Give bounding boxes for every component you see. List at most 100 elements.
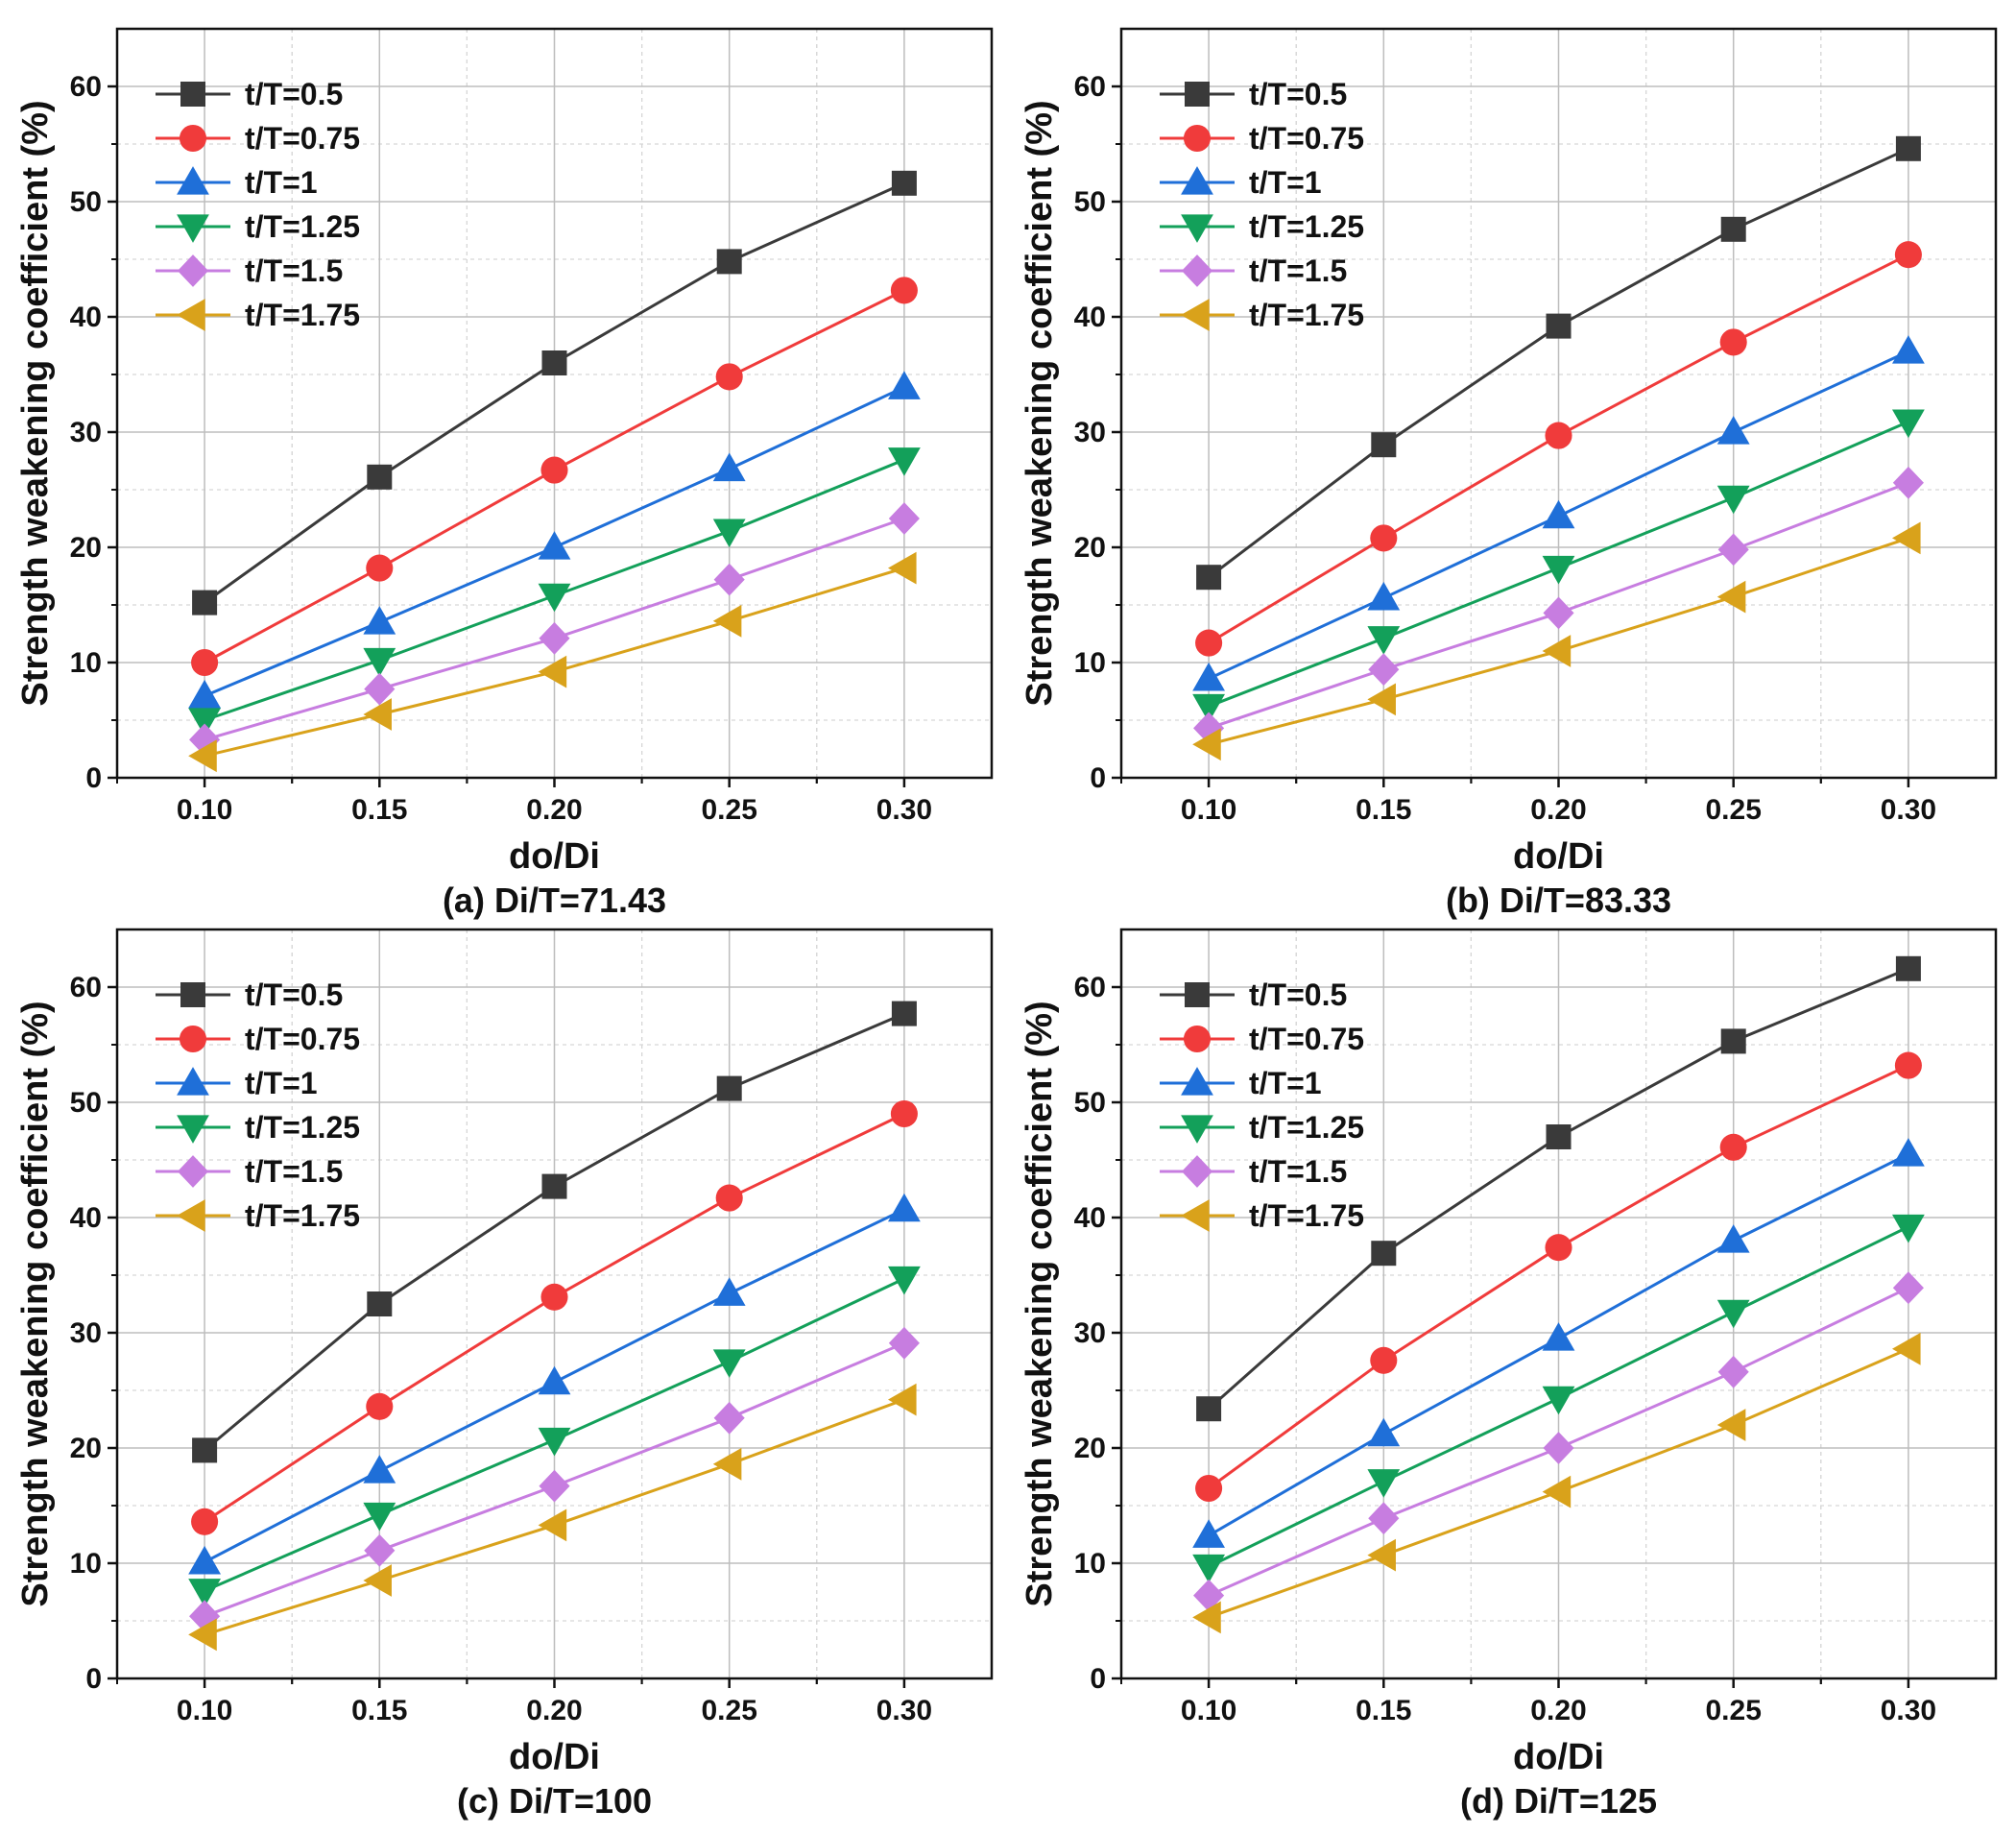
data-point	[1716, 1299, 1750, 1329]
data-point	[1545, 1234, 1572, 1262]
y-tick-label: 60	[1074, 71, 1106, 103]
panel-caption: (d) Di/T=125	[1460, 1781, 1657, 1821]
data-point	[1192, 1601, 1221, 1634]
data-point	[1892, 466, 1924, 499]
legend-label: t/T=0.75	[245, 121, 360, 156]
y-tick-label: 40	[1074, 302, 1106, 333]
data-point	[363, 606, 396, 635]
data-point	[1542, 555, 1575, 585]
legend-label: t/T=1.25	[1249, 209, 1364, 244]
data-point	[188, 1545, 221, 1575]
data-point	[712, 519, 746, 548]
data-point	[192, 590, 218, 615]
data-point	[1368, 653, 1400, 687]
series-t-t-1-75	[188, 551, 917, 773]
y-tick-label: 0	[85, 1663, 102, 1695]
y-tick-label: 30	[70, 417, 102, 448]
x-tick-label: 0.15	[1356, 1695, 1411, 1726]
data-point	[712, 604, 742, 638]
series-t-t-1-25	[188, 1266, 921, 1607]
y-tick-label: 50	[70, 186, 102, 218]
data-point	[192, 1437, 218, 1463]
data-point	[363, 1502, 396, 1532]
data-point	[541, 350, 567, 375]
data-point	[1892, 521, 1921, 555]
series-t-t-1	[188, 371, 921, 709]
data-point	[1370, 524, 1398, 552]
x-axis-title: do/Di	[509, 1737, 600, 1777]
x-tick-label: 0.25	[702, 1695, 757, 1726]
data-point	[888, 447, 921, 476]
y-tick-label: 30	[1074, 417, 1106, 448]
data-point	[712, 1447, 742, 1481]
legend-label: t/T=0.5	[245, 77, 343, 111]
x-tick-label: 0.30	[876, 794, 932, 826]
data-point	[1192, 1554, 1225, 1583]
data-point	[1367, 683, 1396, 716]
series-t-t-0-5	[1196, 955, 1921, 1422]
series-t-t-1	[1192, 1138, 1925, 1548]
legend-marker	[177, 1115, 209, 1144]
data-point	[188, 739, 217, 773]
y-tick-label: 30	[70, 1317, 102, 1349]
data-point	[712, 1277, 746, 1306]
y-axis-title: Strength weakening coefficient (%)	[15, 100, 56, 706]
data-point	[712, 452, 746, 482]
data-point	[1192, 1519, 1225, 1548]
data-point	[540, 1283, 568, 1311]
legend-marker	[1181, 1155, 1213, 1188]
y-axis-title: Strength weakening coefficient (%)	[1020, 100, 1060, 706]
series-t-t-0-75	[1195, 241, 1922, 657]
legend-marker	[177, 214, 209, 243]
series-t-t-0-75	[191, 1099, 918, 1535]
data-point	[888, 1383, 917, 1416]
data-point	[1542, 635, 1572, 667]
y-tick-label: 30	[1074, 1317, 1106, 1349]
y-tick-label: 40	[1074, 1202, 1106, 1234]
data-point	[1367, 581, 1401, 611]
legend-marker	[1185, 982, 1210, 1007]
data-point	[538, 655, 567, 688]
x-tick-label: 0.25	[1706, 794, 1762, 826]
series-t-t-1-25	[1192, 409, 1925, 723]
data-point	[1716, 416, 1750, 445]
legend: t/T=0.5 t/T=0.75 t/T=1 t/T=1.25 t/T=1.5 t/T=1…	[1160, 977, 1364, 1233]
legend-marker	[1183, 124, 1212, 153]
data-point	[888, 1266, 921, 1295]
legend-marker	[179, 124, 207, 153]
y-tick-label: 0	[85, 762, 102, 794]
data-point	[1892, 1332, 1921, 1365]
data-point	[191, 648, 219, 677]
legend-label: t/T=1	[1249, 165, 1322, 200]
legend-label: t/T=0.5	[245, 977, 343, 1012]
y-tick-label: 0	[1090, 1663, 1106, 1695]
data-point	[1892, 335, 1925, 364]
legend-label: t/T=1.5	[1249, 1154, 1347, 1189]
data-point	[364, 1533, 396, 1567]
series-t-t-1-75	[188, 1383, 917, 1652]
legend-marker	[1185, 82, 1210, 107]
data-point	[1367, 1469, 1401, 1498]
legend-marker	[1181, 254, 1213, 287]
data-point	[888, 551, 917, 585]
data-point	[1370, 1346, 1398, 1374]
chart-panel-a: 0 10 20 30 40 50 60 0.10 0.15 0.20 0.25 0.30 do/Di St…	[15, 27, 994, 920]
chart-panel-d: 0 10 20 30 40 50 60 0.10 0.15 0.20 0.25 0.30 do/Di St…	[1020, 928, 1998, 1821]
legend-marker	[180, 82, 205, 107]
data-point	[890, 277, 918, 304]
data-point	[539, 1469, 570, 1503]
x-axis-title: do/Di	[1513, 836, 1604, 877]
data-point	[540, 456, 568, 484]
chart-panel-c: 0 10 20 30 40 50 60 0.10 0.15 0.20 0.25 0.30 do/Di St…	[15, 928, 994, 1821]
legend: t/T=0.5 t/T=0.75 t/T=1 t/T=1.25 t/T=1.5 t/T=1…	[156, 977, 360, 1233]
y-tick-label: 0	[1090, 762, 1106, 794]
series-t-t-1-5	[189, 502, 920, 757]
data-point	[712, 1349, 746, 1378]
data-point	[367, 464, 393, 490]
data-point	[888, 502, 920, 535]
data-point	[538, 583, 571, 613]
series-t-t-1-5	[189, 1326, 920, 1633]
legend-label: t/T=1	[1249, 1066, 1322, 1100]
x-tick-label: 0.15	[351, 794, 407, 826]
